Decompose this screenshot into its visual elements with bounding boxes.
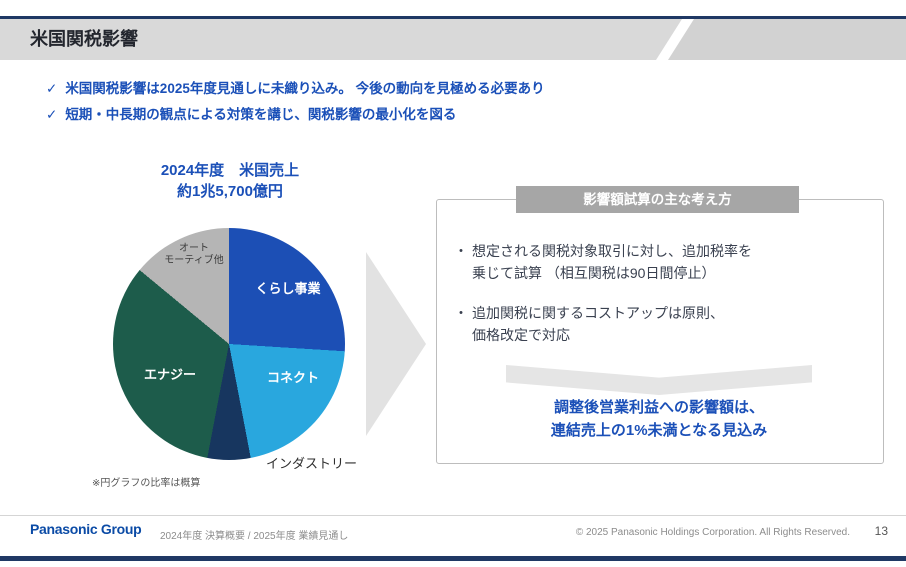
top-accent-line: [0, 16, 906, 19]
footer-separator: [0, 515, 906, 516]
pie-footnote: ※円グラフの比率は概算: [92, 478, 201, 489]
estimation-bullet-line2: 乗じて試算 （相互関税は90日間停止）: [472, 265, 716, 281]
pie-label-automotive: オート モーティブ他: [150, 243, 238, 267]
key-message-item: ✓ 短期・中長期の観点による対策を講じ、関税影響の最小化を図る: [46, 102, 545, 128]
header-band-right: [668, 19, 906, 60]
bullet-icon: ・: [454, 243, 468, 259]
conclusion-line2: 連結売上の1%未満となる見込み: [550, 422, 768, 439]
pie-label-automotive-line1: オート: [179, 243, 209, 254]
estimation-bullet-line2: 価格改定で対応: [472, 327, 570, 343]
key-message-text: 短期・中長期の観点による対策を講じ、関税影響の最小化を図る: [65, 107, 457, 122]
pie-label-automotive-line2: モーティブ他: [164, 255, 224, 266]
pie-label-connect: コネクト: [266, 370, 319, 385]
bottom-accent-line: [0, 556, 906, 561]
pie-chart: [113, 228, 345, 460]
conclusion-line1: 調整後営業利益への影響額は、: [553, 399, 764, 416]
bullet-icon: ・: [454, 305, 468, 321]
estimation-box: [436, 199, 884, 464]
estimation-bullet-line1: 追加関税に関するコストアップは原則、: [472, 305, 724, 321]
pie-title: 2024年度 米国売上 約1兆5,700億円: [95, 160, 365, 202]
check-icon: ✓: [46, 81, 58, 96]
pie-title-line2: 約1兆5,700億円: [177, 183, 283, 200]
header-band: 米国関税影響: [0, 19, 906, 60]
page-number: 13: [874, 524, 888, 538]
check-icon: ✓: [46, 107, 58, 122]
footer-deck-title: 2024年度 決算概要 / 2025年度 業績見通し: [160, 531, 349, 542]
footer-copyright: © 2025 Panasonic Holdings Corporation. A…: [575, 527, 850, 538]
pie-label-lifestyle: くらし事業: [255, 281, 321, 296]
pie-label-industry: インダストリー: [266, 456, 358, 471]
pie-title-line1: 2024年度 米国売上: [160, 162, 300, 179]
page-title: 米国関税影響: [30, 29, 138, 49]
panasonic-logo: Panasonic Group: [30, 521, 142, 537]
pie-label-energy: エナジー: [143, 367, 196, 382]
estimation-bullet: ・ 追加関税に関するコストアップは原則、 価格改定で対応: [454, 302, 862, 346]
flow-arrow-shape: [366, 252, 426, 436]
estimation-bullet-text: 追加関税に関するコストアップは原則、 価格改定で対応: [472, 302, 724, 346]
estimation-bullet-text: 想定される関税対象取引に対し、追加税率を 乗じて試算 （相互関税は90日間停止）: [472, 240, 752, 284]
key-message-list: ✓ 米国関税影響は2025年度見通しに未織り込み。 今後の動向を見極める必要あり…: [46, 76, 545, 128]
header-band-left: [0, 19, 682, 60]
key-message-text: 米国関税影響は2025年度見通しに未織り込み。 今後の動向を見極める必要あり: [65, 81, 545, 96]
conclusion-text: 調整後営業利益への影響額は、 連結売上の1%未満となる見込み: [446, 396, 872, 442]
estimation-box-title: 影響額試算の主な考え方: [516, 186, 799, 213]
estimation-bullet: ・ 想定される関税対象取引に対し、追加税率を 乗じて試算 （相互関税は90日間停…: [454, 240, 862, 284]
key-message-item: ✓ 米国関税影響は2025年度見通しに未織り込み。 今後の動向を見極める必要あり: [46, 76, 545, 102]
estimation-bullet-line1: 想定される関税対象取引に対し、追加税率を: [472, 243, 752, 259]
